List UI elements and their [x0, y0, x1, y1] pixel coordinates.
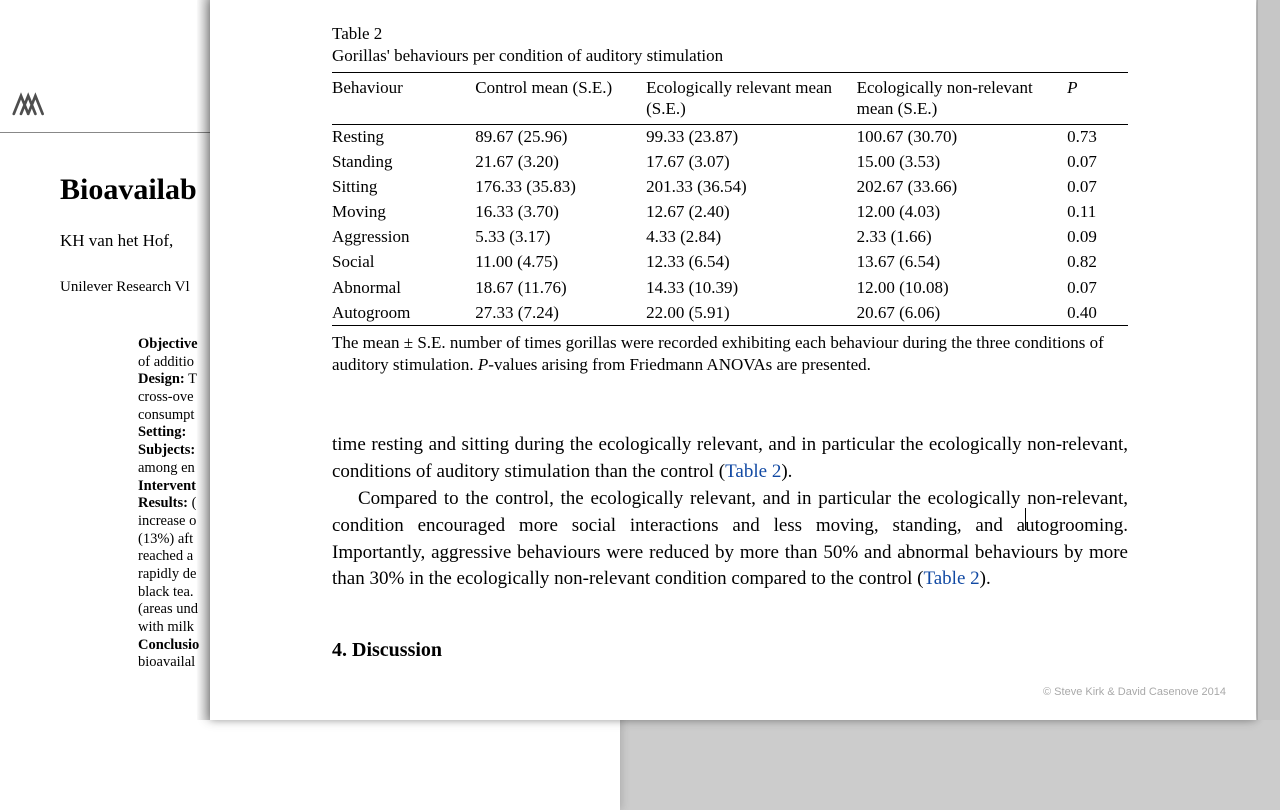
- page-shadow: [197, 0, 210, 720]
- table-caption: Gorillas' behaviours per condition of au…: [332, 46, 1128, 66]
- th-control: Control mean (S.E.): [475, 73, 646, 125]
- table-row: Moving16.33 (3.70)12.67 (2.40)12.00 (4.0…: [332, 200, 1128, 225]
- front-document-page[interactable]: Table 2 Gorillas' behaviours per conditi…: [210, 0, 1256, 720]
- table-row: Resting89.67 (25.96)99.33 (23.87)100.67 …: [332, 124, 1128, 150]
- results-table: Behaviour Control mean (S.E.) Ecological…: [332, 72, 1128, 326]
- th-eco-relevant: Ecologically relevant mean (S.E.): [646, 73, 857, 125]
- table-row: Autogroom27.33 (7.24)22.00 (5.91)20.67 (…: [332, 300, 1128, 326]
- table-label: Table 2: [332, 24, 1128, 44]
- section-heading: 4. Discussion: [332, 639, 1128, 662]
- table2-link[interactable]: Table 2: [725, 461, 781, 482]
- th-eco-nonrelevant: Ecologically non-relevant mean (S.E.): [857, 73, 1068, 125]
- th-pvalue: P: [1067, 73, 1128, 125]
- publisher-logo-icon: [12, 90, 48, 118]
- table-row: Sitting176.33 (35.83)201.33 (36.54)202.6…: [332, 175, 1128, 200]
- right-gutter: [1257, 0, 1280, 720]
- table2-link[interactable]: Table 2: [923, 568, 979, 589]
- th-behaviour: Behaviour: [332, 73, 475, 125]
- table-row: Abnormal18.67 (11.76)14.33 (10.39)12.00 …: [332, 275, 1128, 300]
- table-footnote: The mean ± S.E. number of times gorillas…: [332, 332, 1128, 376]
- text-caret-icon: [1025, 508, 1026, 530]
- paragraph-1: time resting and sitting during the ecol…: [332, 432, 1128, 486]
- watermark: © Steve Kirk & David Casenove 2014: [1043, 686, 1226, 698]
- table-row: Aggression5.33 (3.17)4.33 (2.84)2.33 (1.…: [332, 225, 1128, 250]
- paragraph-2: Compared to the control, the ecologicall…: [332, 486, 1128, 593]
- table-row: Social11.00 (4.75)12.33 (6.54)13.67 (6.5…: [332, 250, 1128, 275]
- body-text: time resting and sitting during the ecol…: [332, 432, 1128, 593]
- table-row: Standing21.67 (3.20)17.67 (3.07)15.00 (3…: [332, 150, 1128, 175]
